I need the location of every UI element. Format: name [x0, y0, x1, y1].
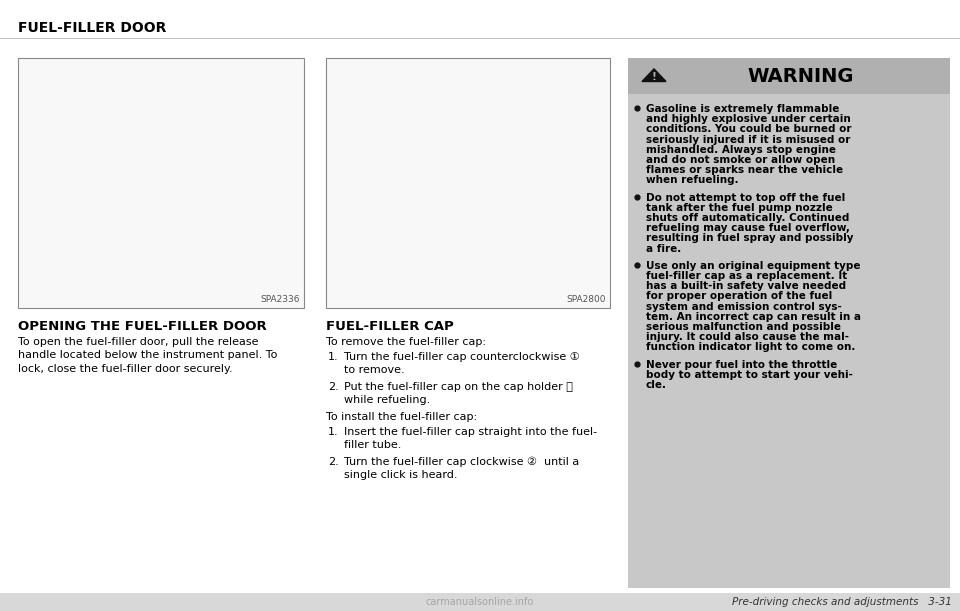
Text: shuts off automatically. Continued: shuts off automatically. Continued [646, 213, 850, 223]
Text: OPENING THE FUEL-FILLER DOOR: OPENING THE FUEL-FILLER DOOR [18, 320, 267, 333]
Text: and highly explosive under certain: and highly explosive under certain [646, 114, 851, 124]
Text: conditions. You could be burned or: conditions. You could be burned or [646, 125, 852, 134]
Text: function indicator light to come on.: function indicator light to come on. [646, 342, 855, 353]
Text: SPA2800: SPA2800 [566, 295, 606, 304]
Text: WARNING: WARNING [748, 67, 854, 86]
Text: Put the fuel-filler cap on the cap holder Ⓐ: Put the fuel-filler cap on the cap holde… [344, 382, 573, 392]
Bar [326, 58, 610, 308]
Text: Gasoline is extremely flammable: Gasoline is extremely flammable [646, 104, 839, 114]
Text: mishandled. Always stop engine: mishandled. Always stop engine [646, 145, 836, 155]
Text: and do not smoke or allow open: and do not smoke or allow open [646, 155, 835, 165]
Text: tem. An incorrect cap can result in a: tem. An incorrect cap can result in a [646, 312, 861, 322]
Text: when refueling.: when refueling. [646, 175, 738, 185]
Text: a fire.: a fire. [646, 244, 682, 254]
Text: !: ! [652, 71, 657, 81]
Text: FUEL-FILLER CAP: FUEL-FILLER CAP [326, 320, 454, 333]
Text: system and emission control sys-: system and emission control sys- [646, 302, 842, 312]
Text: injury. It could also cause the mal-: injury. It could also cause the mal- [646, 332, 849, 342]
Text: has a built-in safety valve needed: has a built-in safety valve needed [646, 281, 846, 291]
Text: while refueling.: while refueling. [344, 395, 430, 405]
Text: Use only an original equipment type: Use only an original equipment type [646, 261, 860, 271]
Text: resulting in fuel spray and possibly: resulting in fuel spray and possibly [646, 233, 853, 243]
Text: lock, close the fuel-filler door securely.: lock, close the fuel-filler door securel… [18, 364, 232, 374]
Text: Turn the fuel-filler cap clockwise ②  until a: Turn the fuel-filler cap clockwise ② unt… [344, 457, 579, 467]
Text: Insert the fuel-filler cap straight into the fuel-: Insert the fuel-filler cap straight into… [344, 427, 597, 437]
Text: Never pour fuel into the throttle: Never pour fuel into the throttle [646, 360, 837, 370]
Text: FUEL-FILLER DOOR: FUEL-FILLER DOOR [18, 21, 166, 35]
Polygon shape [642, 69, 666, 81]
Text: 1.: 1. [328, 352, 339, 362]
Text: to remove.: to remove. [344, 365, 404, 375]
Text: Do not attempt to top off the fuel: Do not attempt to top off the fuel [646, 192, 845, 203]
Text: tank after the fuel pump nozzle: tank after the fuel pump nozzle [646, 203, 832, 213]
Text: refueling may cause fuel overflow,: refueling may cause fuel overflow, [646, 223, 850, 233]
Text: Pre-driving checks and adjustments   3-31: Pre-driving checks and adjustments 3-31 [732, 597, 952, 607]
Text: To open the fuel-filler door, pull the release: To open the fuel-filler door, pull the r… [18, 337, 258, 347]
Text: 1.: 1. [328, 427, 339, 437]
Text: for proper operation of the fuel: for proper operation of the fuel [646, 291, 832, 301]
Text: flames or sparks near the vehicle: flames or sparks near the vehicle [646, 165, 843, 175]
Text: 2.: 2. [328, 457, 339, 467]
Text: To remove the fuel-filler cap:: To remove the fuel-filler cap: [326, 337, 486, 347]
Text: seriously injured if it is misused or: seriously injured if it is misused or [646, 134, 851, 145]
Text: cle.: cle. [646, 380, 667, 390]
Text: filler tube.: filler tube. [344, 440, 401, 450]
Bar [628, 58, 950, 94]
Text: 2.: 2. [328, 382, 339, 392]
Text: To install the fuel-filler cap:: To install the fuel-filler cap: [326, 412, 477, 422]
Text: carmanualsonline.info: carmanualsonline.info [426, 597, 534, 607]
Bar [0, 593, 960, 611]
Text: fuel-filler cap as a replacement. It: fuel-filler cap as a replacement. It [646, 271, 848, 281]
Bar [628, 58, 950, 588]
Bar [18, 58, 304, 308]
Text: handle located below the instrument panel. To: handle located below the instrument pane… [18, 351, 277, 360]
Text: SPA2336: SPA2336 [260, 295, 300, 304]
Text: Turn the fuel-filler cap counterclockwise ①: Turn the fuel-filler cap counterclockwis… [344, 352, 580, 362]
Text: serious malfunction and possible: serious malfunction and possible [646, 322, 841, 332]
Text: body to attempt to start your vehi-: body to attempt to start your vehi- [646, 370, 852, 380]
Text: single click is heard.: single click is heard. [344, 470, 458, 480]
